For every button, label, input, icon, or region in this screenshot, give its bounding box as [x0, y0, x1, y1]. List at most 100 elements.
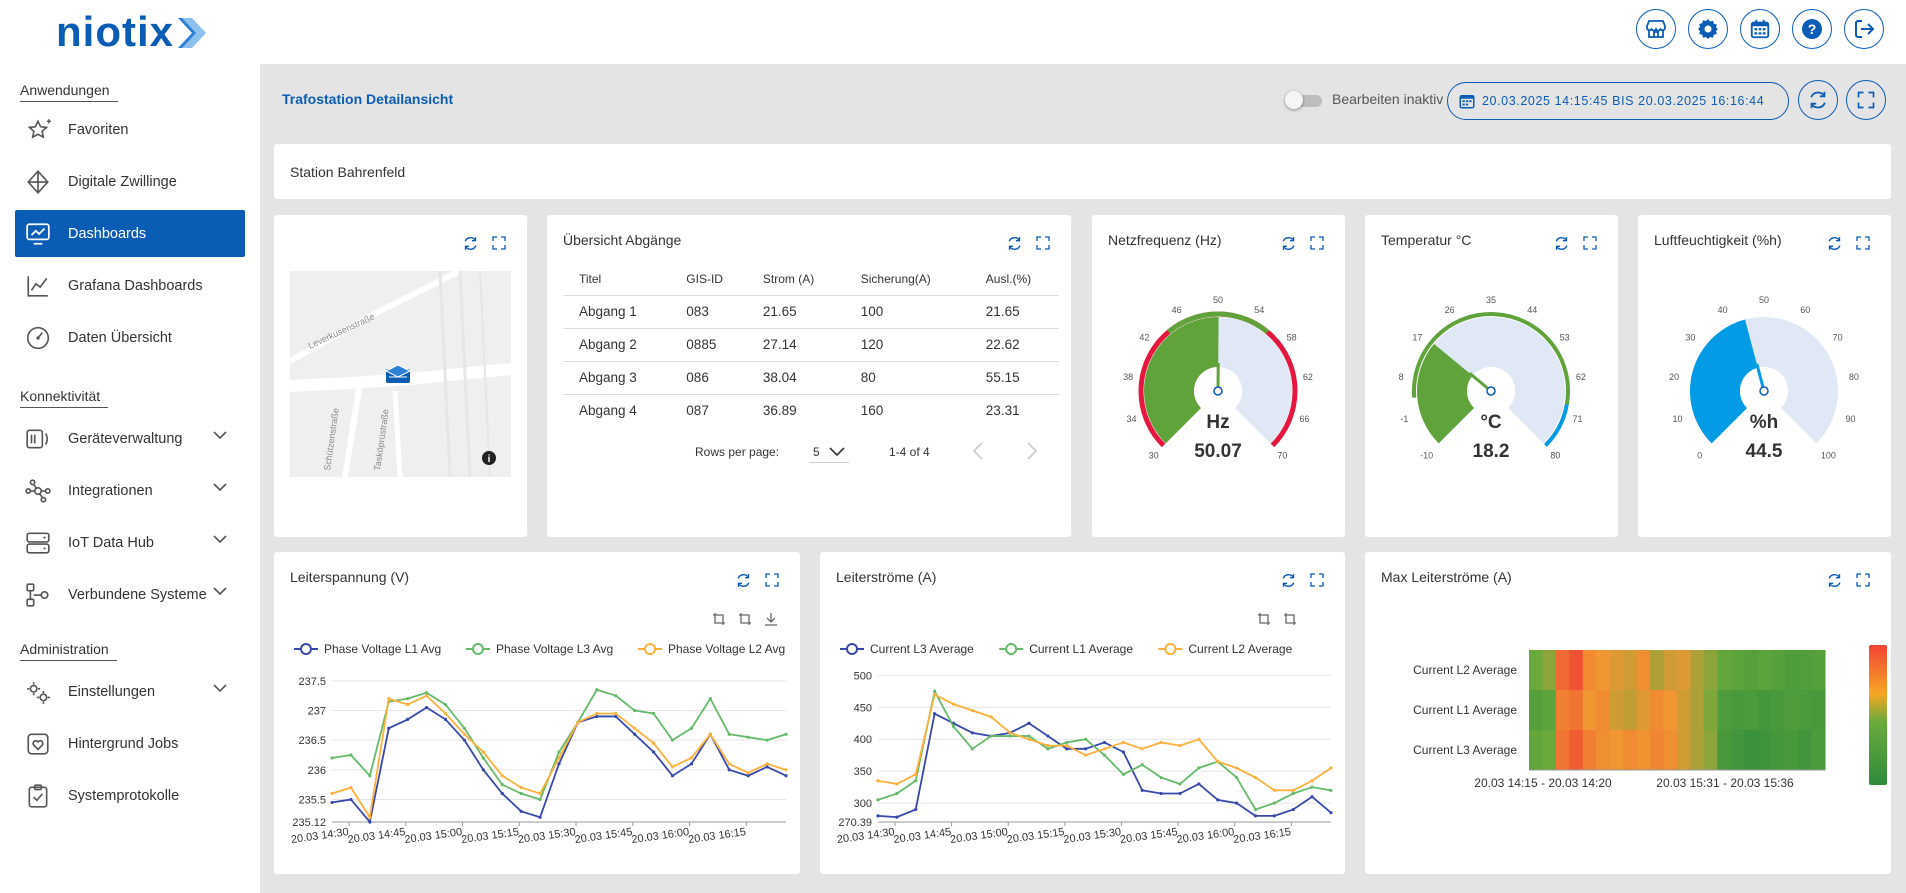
heatmap-cell — [1811, 730, 1826, 771]
zoom-reset-icon[interactable] — [739, 613, 751, 625]
heatmap-cell — [1798, 690, 1813, 731]
fullscreen-icon[interactable] — [1309, 235, 1325, 251]
refresh-icon[interactable] — [1280, 235, 1297, 252]
y-tick-label: 450 — [854, 702, 872, 714]
current-line-chart[interactable]: Current L3 Average Current L1 Average Curr… — [820, 607, 1345, 874]
fullscreen-icon[interactable] — [491, 235, 507, 251]
data-point — [443, 717, 448, 722]
sidebar-item[interactable]: IoT Data Hub — [15, 519, 245, 566]
fullscreen-icon[interactable] — [1035, 235, 1051, 251]
table-cell: Abgang 2 — [563, 327, 671, 361]
data-point — [651, 741, 656, 745]
station-map[interactable]: Leverkusenstraße Schützenstraße Taskö­pr… — [290, 271, 511, 477]
refresh-icon[interactable] — [1826, 235, 1843, 252]
sidebar-item[interactable]: Hintergrund Jobs — [15, 720, 245, 767]
y-tick-label: 350 — [854, 766, 872, 778]
calendar-button[interactable] — [1740, 9, 1780, 49]
chevron-down-icon[interactable] — [213, 483, 227, 492]
table-row[interactable]: Abgang 4 087 36.89 160 23.31 — [563, 393, 1059, 427]
table-row[interactable]: Abgang 3 086 38.04 80 55.15 — [563, 360, 1059, 394]
refresh-icon[interactable] — [735, 572, 752, 589]
chevron-down-icon[interactable] — [213, 431, 227, 440]
fullscreen-icon[interactable] — [1582, 235, 1598, 251]
chevron-down-icon[interactable] — [213, 587, 227, 596]
data-point — [1197, 782, 1201, 786]
refresh-icon[interactable] — [462, 235, 479, 252]
sidebar-item[interactable]: Digitale Zwillinge — [15, 158, 245, 205]
fullscreen-icon[interactable] — [1855, 235, 1871, 251]
help-button[interactable]: ? — [1792, 9, 1832, 49]
fullscreen-dashboard-button[interactable] — [1846, 80, 1886, 120]
table-row[interactable]: Abgang 2 0885 27.14 120 22.62 — [563, 327, 1059, 361]
legend-item[interactable]: Current L2 Average — [1158, 642, 1293, 656]
rows-per-page-select[interactable]: 5 — [809, 439, 849, 463]
zoom-reset-icon[interactable] — [1284, 613, 1296, 625]
refresh-icon[interactable] — [1553, 235, 1570, 252]
legend-item[interactable]: Phase Voltage L2 Avg — [638, 642, 785, 656]
legend-label: Current L2 Average — [1188, 642, 1292, 656]
niotix-logo[interactable]: niotix — [56, 10, 206, 54]
heatmap-cell — [1811, 650, 1826, 691]
refresh-dashboard-button[interactable] — [1798, 80, 1838, 120]
sidebar-item[interactable]: Daten Übersicht — [15, 314, 245, 361]
sidebar-item[interactable]: Systemprotokolle — [15, 772, 245, 819]
voltage-line-chart[interactable]: Phase Voltage L1 Avg Phase Voltage L3 Avg… — [274, 607, 800, 874]
download-icon[interactable] — [765, 613, 777, 626]
data-point — [443, 711, 448, 716]
zoom-icon[interactable] — [1258, 613, 1270, 625]
data-point — [443, 702, 448, 707]
sidebar-item-label: Einstellungen — [68, 683, 156, 700]
next-page-button[interactable] — [1025, 441, 1039, 461]
x-tick-label: 20.03 15:31 - 20.03 15:36 — [1656, 776, 1794, 790]
table-row[interactable]: Abgang 1 083 21.65 100 21.65 — [563, 294, 1059, 328]
sidebar-item-label: Systemprotokolle — [68, 787, 180, 804]
refresh-icon[interactable] — [1826, 572, 1843, 589]
chevron-down-icon[interactable] — [213, 684, 227, 693]
prev-page-button[interactable] — [971, 441, 985, 461]
calendar-icon — [1750, 19, 1770, 39]
legend-label: Current L1 Average — [1029, 642, 1133, 656]
sidebar-item[interactable]: Grafana Dashboards — [15, 262, 245, 309]
sidebar-section-title: Konnektivität — [20, 388, 109, 408]
max-current-heatmap[interactable]: Current L2 Average Current L1 Average Curr… — [1365, 607, 1891, 874]
data-point — [1272, 801, 1276, 805]
card-actions — [1280, 572, 1325, 589]
data-point — [330, 800, 334, 805]
chevron-down-icon[interactable] — [213, 535, 227, 544]
legend-item[interactable]: Phase Voltage L1 Avg — [294, 642, 441, 656]
legend-item[interactable]: Current L1 Average — [999, 642, 1133, 656]
sidebar-item[interactable]: Einstellungen — [15, 668, 245, 715]
fullscreen-icon[interactable] — [764, 572, 780, 588]
settings-button[interactable] — [1688, 9, 1728, 49]
heatmap-cell — [1636, 690, 1651, 731]
heatmap-cell — [1717, 650, 1732, 691]
y-tick-label: 236.5 — [298, 735, 326, 747]
sidebar-item[interactable]: Dashboards — [15, 210, 245, 257]
sidebar-item[interactable]: Geräteverwaltung — [15, 415, 245, 462]
sidebar-item[interactable]: Verbundene Systeme — [15, 571, 245, 618]
card-actions — [1826, 572, 1871, 589]
sidebar-item[interactable]: Integrationen — [15, 467, 245, 514]
x-tick-label: 20.03 14:45 — [347, 826, 406, 846]
data-point — [481, 750, 485, 754]
refresh-icon[interactable] — [1280, 572, 1297, 589]
daterange-picker[interactable]: 20.03.2025 14:15:45 BIS 20.03.2025 16:16… — [1447, 82, 1789, 120]
store-button[interactable] — [1636, 9, 1676, 49]
y-tick-label: 235.12 — [292, 817, 326, 829]
top-bar: ? — [260, 0, 1906, 64]
data-point — [1291, 788, 1295, 792]
fullscreen-icon[interactable] — [1309, 572, 1325, 588]
legend-item[interactable]: Phase Voltage L3 Avg — [466, 642, 613, 656]
legend-item[interactable]: Current L3 Average — [840, 642, 974, 656]
gauge-pivot — [1213, 386, 1223, 396]
data-point — [387, 726, 391, 730]
heatmap-cell — [1542, 650, 1557, 691]
logout-button[interactable] — [1844, 9, 1884, 49]
zoom-icon[interactable] — [713, 613, 725, 625]
sidebar-item[interactable]: Favoriten — [15, 106, 245, 153]
fullscreen-icon[interactable] — [1855, 572, 1871, 588]
edit-toggle[interactable] — [1285, 91, 1323, 109]
data-point — [784, 774, 788, 778]
refresh-icon[interactable] — [1006, 235, 1023, 252]
gauge-unit: %h — [1750, 412, 1779, 433]
